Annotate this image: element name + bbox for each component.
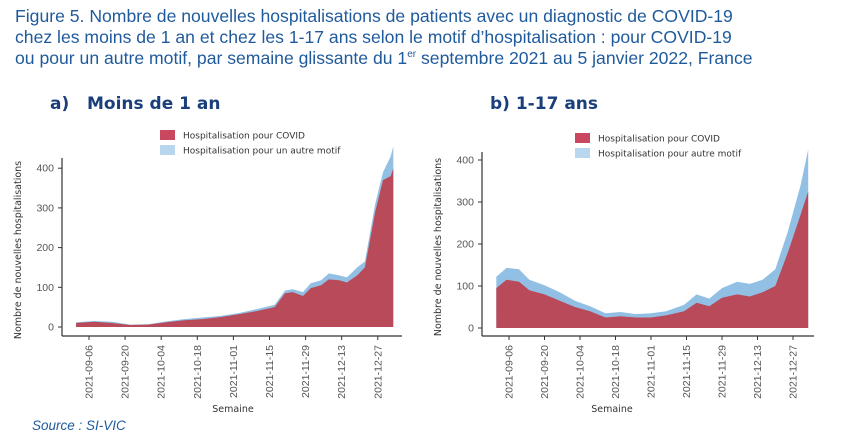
x-tick-label: 2021-10-18 — [610, 345, 622, 399]
legend-label-covid: Hospitalisation pour COVID — [183, 132, 305, 142]
legend-swatch-covid — [160, 130, 175, 140]
x-tick-label: 2021-11-29 — [717, 345, 729, 398]
y-tick-label: 0 — [468, 323, 474, 335]
x-tick-label: 2021-12-13 — [336, 345, 348, 399]
y-tick-label: 200 — [36, 242, 54, 254]
title-superscript: er — [407, 49, 417, 61]
y-tick-label: 300 — [456, 197, 474, 209]
x-tick-label: 2021-11-15 — [681, 345, 693, 398]
chart-a: 0 100 200 300 400 2021-09-06 2021-09-20 2021-10… — [13, 130, 402, 415]
x-tick-label: 2021-12-27 — [372, 345, 384, 399]
panel-b-title: b) 1-17 ans — [490, 94, 599, 114]
x-tick-label: 2021-10-04 — [575, 345, 587, 399]
figure-title-line-1: Figure 5. Nombre de nouvelles hospitalis… — [15, 6, 733, 26]
panel-a-title: a) Moins de 1 an — [50, 94, 221, 114]
y-tick-label: 400 — [456, 155, 474, 167]
y-tick-label: 100 — [36, 282, 54, 294]
legend: Hospitalisation pour COVID Hospitalisatio… — [160, 130, 341, 157]
legend-label-other: Hospitalisation pour un autre motif — [183, 147, 341, 157]
legend-label-covid: Hospitalisation pour COVID — [598, 135, 720, 145]
figure-title-line-3: ou pour un autre motif, par semaine glis… — [15, 48, 855, 69]
y-axis-label: Nombre de nouvelles hospitalisations — [13, 161, 24, 339]
y-tick-label: 200 — [456, 239, 474, 251]
y-tick-label: 400 — [36, 163, 54, 175]
x-tick-label: 2021-09-20 — [120, 345, 132, 399]
legend-swatch-covid — [575, 133, 590, 143]
area-series-covid — [496, 191, 809, 328]
figure-title-line-2: chez les moins de 1 an et chez les 1-17 … — [15, 27, 732, 47]
legend-label-other: Hospitalisation pour autre motif — [598, 150, 742, 160]
title-line-3-start: ou pour un autre motif, par semaine glis… — [15, 48, 408, 68]
y-axis-label: Nombre de nouvelles hospitalisations — [433, 158, 444, 336]
y-tick-label: 0 — [48, 322, 54, 334]
area-series-covid — [76, 168, 394, 327]
chart-b: 0 100 200 300 400 2021-09-06 2021-09-20 2021-10… — [433, 133, 814, 415]
x-tick-label: 2021-12-13 — [752, 345, 764, 399]
legend-swatch-other — [575, 148, 590, 158]
x-tick-label: 2021-11-01 — [228, 345, 240, 398]
figure-title: Figure 5. Nombre de nouvelles hospitalis… — [15, 6, 855, 69]
x-axis-label: Semaine — [591, 404, 633, 415]
x-axis-label: Semaine — [212, 404, 254, 415]
x-tick-label: 2021-09-06 — [84, 345, 96, 399]
x-tick-label: 2021-11-15 — [264, 345, 276, 398]
y-tick-label: 100 — [456, 281, 474, 293]
source-note: Source : SI-VIC — [32, 418, 126, 433]
title-line-3-end: septembre 2021 au 5 janvier 2022, France — [416, 48, 753, 68]
x-tick-label: 2021-12-27 — [788, 345, 800, 399]
x-tick-label: 2021-09-06 — [504, 345, 516, 399]
x-tick-label: 2021-11-29 — [300, 345, 312, 398]
x-tick-label: 2021-09-20 — [539, 345, 551, 399]
x-tick-label: 2021-10-18 — [192, 345, 204, 399]
legend: Hospitalisation pour COVID Hospitalisatio… — [575, 133, 742, 160]
x-tick-label: 2021-11-01 — [646, 345, 658, 398]
legend-swatch-other — [160, 145, 175, 155]
y-tick-label: 300 — [36, 202, 54, 214]
x-tick-label: 2021-10-04 — [156, 345, 168, 399]
